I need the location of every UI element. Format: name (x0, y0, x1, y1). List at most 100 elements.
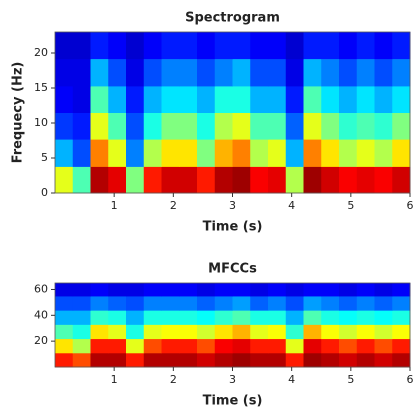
heatmap-cell (108, 85, 127, 113)
heatmap-cell (72, 338, 91, 354)
heatmap-cell (285, 32, 304, 60)
heatmap-cell (214, 338, 233, 354)
heatmap-cell (90, 112, 109, 140)
heatmap-cell (356, 310, 375, 325)
heatmap-cell (232, 283, 251, 297)
heatmap-cell (232, 58, 251, 87)
heatmap-cell (303, 139, 322, 167)
heatmap-cell (303, 352, 322, 368)
heatmap-cell (356, 85, 375, 113)
heatmap-cell (321, 338, 340, 354)
heatmap-cell (72, 352, 91, 368)
y-tick-label: 40 (34, 308, 48, 321)
heatmap-cell (72, 32, 91, 60)
heatmap-cell (268, 283, 287, 297)
heatmap-cell (250, 166, 269, 194)
heatmap-cell (214, 58, 233, 87)
heatmap-cell (72, 283, 91, 297)
heatmap-cell (161, 166, 180, 194)
heatmap-cell (268, 295, 287, 311)
heatmap-cell (250, 338, 269, 354)
x-tick-label: 4 (288, 373, 295, 386)
heatmap-cell (250, 352, 269, 368)
heatmap-cell (108, 324, 127, 340)
heatmap-cell (161, 85, 180, 113)
heatmap-cell (179, 139, 198, 167)
heatmap-cell (143, 58, 162, 87)
x-tick-label: 6 (407, 199, 413, 212)
x-tick-label: 1 (111, 373, 118, 386)
heatmap-cell (143, 283, 162, 297)
x-tick-label: 2 (170, 373, 177, 386)
heatmap-cell (161, 139, 180, 167)
heatmap-cell (197, 310, 216, 325)
heatmap-cell (214, 139, 233, 167)
heatmap-cell (321, 112, 340, 140)
heatmap-cell (232, 338, 251, 354)
heatmap-cell (90, 32, 109, 60)
heatmap-cell (55, 310, 74, 325)
heatmap-cell (268, 139, 287, 167)
y-tick-label: 15 (34, 81, 48, 94)
heatmap-cell (72, 166, 91, 194)
heatmap-cell (90, 166, 109, 194)
heatmap-cell (143, 32, 162, 60)
heatmap-cell (232, 324, 251, 340)
y-tick-label: 0 (41, 186, 48, 199)
heatmap-cell (339, 32, 358, 60)
heatmap-cell (374, 310, 393, 325)
y-tick-label: 20 (34, 46, 48, 59)
heatmap-cell (392, 166, 411, 194)
heatmap-cell (126, 352, 145, 368)
heatmap-cell (72, 85, 91, 113)
heatmap-cell (285, 324, 304, 340)
heatmap-cell (179, 295, 198, 311)
heatmap-cell (392, 324, 411, 340)
heatmap-cell (179, 58, 198, 87)
heatmap-cell (72, 112, 91, 140)
heatmap-cell (126, 283, 145, 297)
heatmap-cell (197, 139, 216, 167)
heatmap-cell (197, 324, 216, 340)
heatmap-cell (321, 295, 340, 311)
x-tick-label: 5 (347, 199, 354, 212)
heatmap-cell (143, 324, 162, 340)
heatmap-cell (374, 85, 393, 113)
heatmap-cell (214, 112, 233, 140)
heatmap-cell (143, 166, 162, 194)
heatmap-cell (108, 310, 127, 325)
heatmap-cell (268, 112, 287, 140)
heatmap-cell (303, 295, 322, 311)
heatmap-cell (214, 352, 233, 368)
heatmap-cell (55, 338, 74, 354)
heatmap-cell (90, 295, 109, 311)
x-tick-label: 6 (407, 373, 413, 386)
heatmap-cell (374, 352, 393, 368)
heatmap-cell (374, 112, 393, 140)
heatmap-cell (55, 324, 74, 340)
heatmap-cell (161, 112, 180, 140)
heatmap-cell (179, 32, 198, 60)
heatmap-cell (179, 112, 198, 140)
heatmap-cell (250, 58, 269, 87)
heatmap-cell (214, 310, 233, 325)
heatmap-cell (126, 85, 145, 113)
heatmap-cell (197, 283, 216, 297)
heatmap-cell (126, 112, 145, 140)
heatmap-cell (303, 166, 322, 194)
heatmap-cell (339, 139, 358, 167)
heatmap-cell (285, 139, 304, 167)
heatmap-cell (303, 310, 322, 325)
heatmap-cell (321, 166, 340, 194)
heatmap-cell (321, 324, 340, 340)
heatmap-cell (321, 32, 340, 60)
heatmap-cell (356, 58, 375, 87)
heatmap-cell (72, 310, 91, 325)
heatmap-cell (392, 310, 411, 325)
heatmap-cell (108, 338, 127, 354)
y-tick-label: 60 (34, 282, 48, 295)
heatmap-cell (161, 352, 180, 368)
heatmap-cell (303, 58, 322, 87)
heatmap-cell (179, 338, 198, 354)
